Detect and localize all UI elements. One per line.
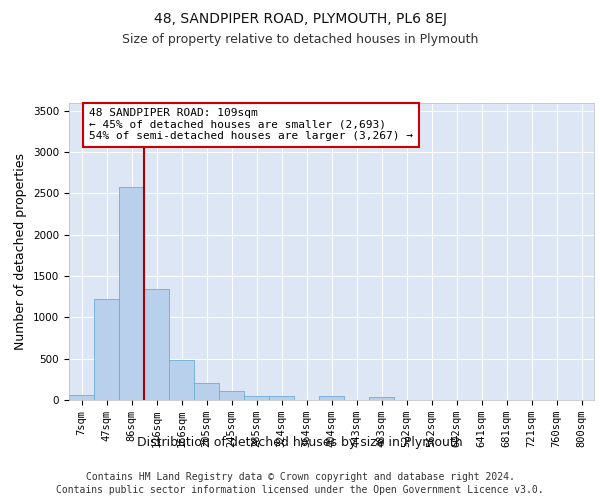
Bar [244, 396, 269, 400]
Text: 48, SANDPIPER ROAD, PLYMOUTH, PL6 8EJ: 48, SANDPIPER ROAD, PLYMOUTH, PL6 8EJ [154, 12, 446, 26]
Y-axis label: Number of detached properties: Number of detached properties [14, 153, 28, 350]
Text: Distribution of detached houses by size in Plymouth: Distribution of detached houses by size … [137, 436, 463, 449]
Bar [94, 299, 119, 400]
Bar [369, 396, 394, 400]
Text: Contains public sector information licensed under the Open Government Licence v3: Contains public sector information licen… [56, 485, 544, 495]
Text: Contains HM Land Registry data © Crown copyright and database right 2024.: Contains HM Land Registry data © Crown c… [86, 472, 514, 482]
Text: Size of property relative to detached houses in Plymouth: Size of property relative to detached ho… [122, 32, 478, 46]
Text: 48 SANDPIPER ROAD: 109sqm
← 45% of detached houses are smaller (2,693)
54% of se: 48 SANDPIPER ROAD: 109sqm ← 45% of detac… [89, 108, 413, 142]
Bar [144, 290, 169, 400]
Bar [119, 187, 144, 400]
Bar [69, 396, 94, 400]
Bar [219, 391, 244, 400]
Bar [169, 360, 194, 400]
Bar [319, 396, 344, 400]
Bar [269, 396, 294, 400]
Bar [194, 384, 219, 400]
